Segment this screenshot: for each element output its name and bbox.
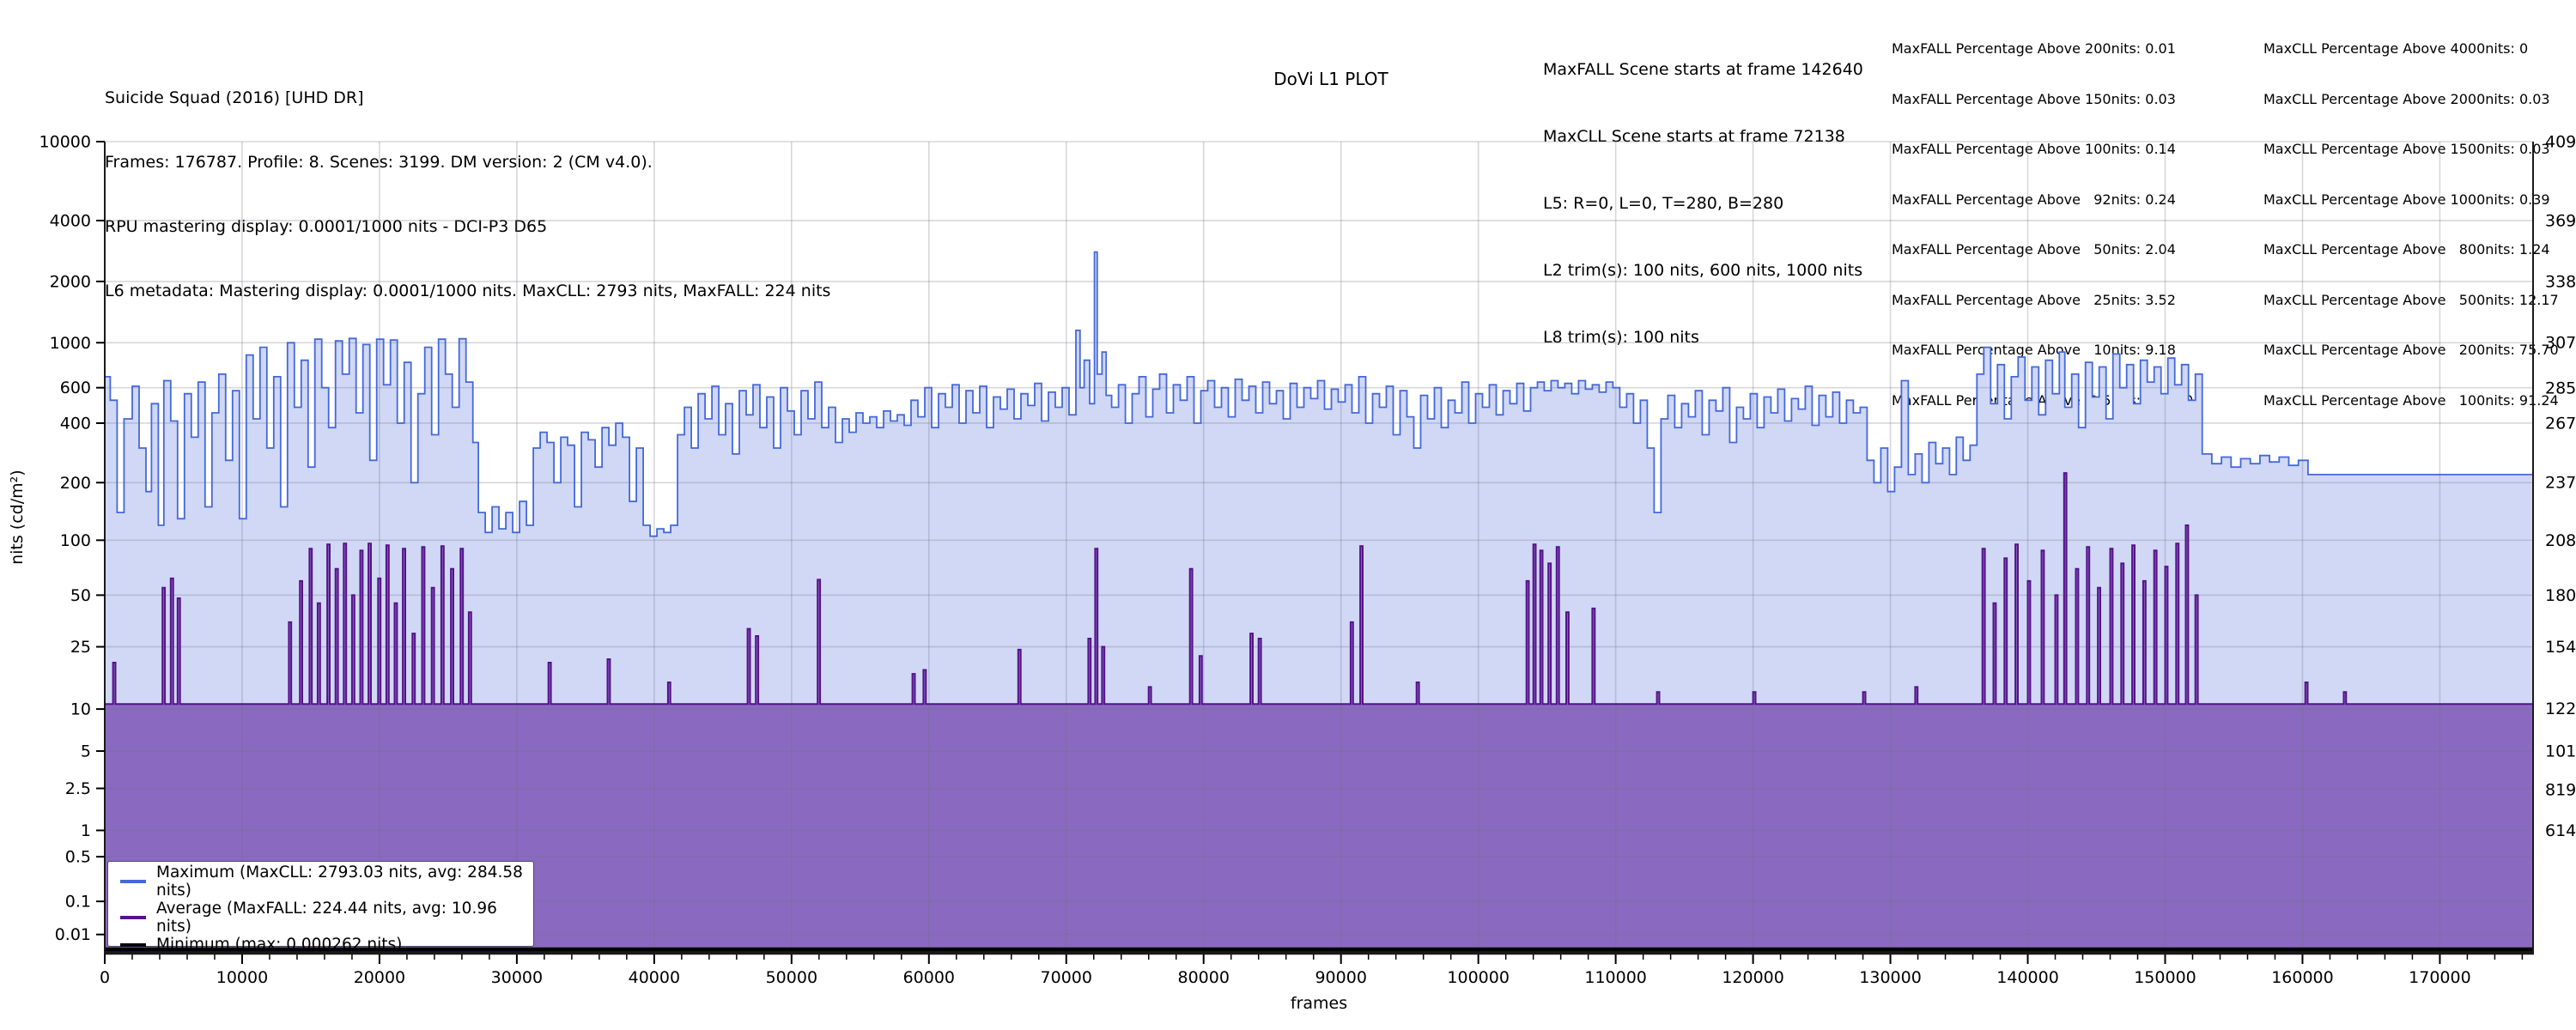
x-tick-label: 60000 bbox=[903, 968, 955, 987]
maxfall-stat-line: MaxFALL Percentage Above 92nits: 0.24 bbox=[1892, 191, 2176, 208]
x-tick-label: 120000 bbox=[1722, 968, 1784, 987]
l8-trims-line: L8 trim(s): 100 nits bbox=[1543, 328, 1699, 347]
y-tick-label-codeword: 3696 bbox=[2545, 211, 2576, 230]
legend-item-maximum: Maximum (MaxCLL: 2793.03 nits, avg: 284.… bbox=[108, 863, 533, 900]
l5-line: L5: R=0, L=0, T=280, B=280 bbox=[1543, 194, 1784, 213]
legend-item-average: Average (MaxFALL: 224.44 nits, avg: 10.9… bbox=[108, 900, 533, 936]
y-tick-label-nits: 10000 bbox=[39, 133, 91, 152]
y-tick-label-nits: 1 bbox=[81, 821, 91, 840]
x-tick-label: 0 bbox=[100, 968, 110, 987]
x-tick-label: 50000 bbox=[766, 968, 817, 987]
x-tick-label: 170000 bbox=[2409, 968, 2471, 987]
y-tick-label-nits: 4000 bbox=[50, 211, 91, 230]
x-tick-label: 160000 bbox=[2271, 968, 2334, 987]
maxcll-scene-line: MaxCLL Scene starts at frame 72138 bbox=[1543, 127, 1845, 146]
scene-info-block: MaxFALL Scene starts at frame 142640 Max… bbox=[1543, 14, 1863, 393]
y-tick-label-codeword: 1803 bbox=[2545, 586, 2576, 605]
header-rpu-line: RPU mastering display: 0.0001/1000 nits … bbox=[105, 217, 548, 236]
x-tick-label: 10000 bbox=[216, 968, 268, 987]
x-tick-label: 20000 bbox=[354, 968, 405, 987]
maxfall-stat-line: MaxFALL Percentage Above 200nits: 0.01 bbox=[1892, 40, 2176, 57]
maxfall-stat-line: MaxFALL Percentage Above 150nits: 0.03 bbox=[1892, 90, 2176, 107]
x-tick-label: 90000 bbox=[1315, 968, 1366, 987]
y-tick-label-codeword: 1015 bbox=[2545, 742, 2576, 761]
maxcll-percentages-block: MaxCLL Percentage Above 4000nits: 0 MaxC… bbox=[2263, 7, 2559, 442]
legend-item-minimum: Minimum (max: 0.000262 nits) bbox=[108, 936, 533, 954]
y-tick-label-nits: 5 bbox=[81, 742, 91, 761]
header-info-block: Suicide Squad (2016) [UHD DR] Frames: 17… bbox=[105, 45, 830, 345]
legend-average-label: Average (MaxFALL: 224.44 nits, avg: 10.9… bbox=[156, 900, 497, 936]
y-tick-label-codeword: 819 bbox=[2545, 781, 2576, 800]
maxfall-stat-line: MaxFALL Percentage Above 25nits: 3.52 bbox=[1892, 291, 2176, 308]
average-line bbox=[105, 472, 2533, 706]
y-tick-label-nits: 0.1 bbox=[65, 893, 91, 912]
y-axis-title: nits (cd/m²) bbox=[8, 470, 27, 565]
x-tick-label: 40000 bbox=[629, 968, 680, 987]
y-tick-label-nits: 0.01 bbox=[55, 925, 91, 944]
y-tick-label-codeword: 3079 bbox=[2545, 334, 2576, 353]
legend-maximum-label: Maximum (MaxCLL: 2793.03 nits, avg: 284.… bbox=[156, 863, 523, 900]
maxfall-stat-line: MaxFALL Percentage Above 10nits: 9.18 bbox=[1892, 342, 2176, 358]
header-frames-line: Frames: 176787. Profile: 8. Scenes: 3199… bbox=[105, 153, 653, 172]
maxcll-stat-line: MaxCLL Percentage Above 1500nits: 0.03 bbox=[2263, 141, 2550, 157]
y-tick-label-nits: 25 bbox=[70, 638, 91, 657]
x-tick-label: 70000 bbox=[1041, 968, 1092, 987]
y-tick-label-nits: 2000 bbox=[50, 272, 91, 291]
plot-title: DoVi L1 PLOT bbox=[1273, 69, 1388, 89]
maxfall-stat-line: MaxFALL Percentage Above 50nits: 2.04 bbox=[1892, 241, 2176, 258]
x-tick-label: 100000 bbox=[1447, 968, 1510, 987]
maxcll-stat-line: MaxCLL Percentage Above 4000nits: 0 bbox=[2263, 40, 2529, 57]
x-tick-label: 130000 bbox=[1859, 968, 1922, 987]
maxcll-stat-line: MaxCLL Percentage Above 1000nits: 0.39 bbox=[2263, 191, 2550, 208]
maxcll-stat-line: MaxCLL Percentage Above 800nits: 1.24 bbox=[2263, 241, 2550, 258]
header-title-line: Suicide Squad (2016) [UHD DR] bbox=[105, 88, 364, 107]
x-tick-label: 80000 bbox=[1178, 968, 1230, 987]
average-line-swatch bbox=[120, 916, 146, 919]
maxcll-stat-line: MaxCLL Percentage Above 200nits: 75.70 bbox=[2263, 342, 2559, 358]
y-tick-label-codeword: 2851 bbox=[2545, 379, 2576, 397]
x-tick-label: 140000 bbox=[1996, 968, 2059, 987]
maxfall-stat-line: MaxFALL Percentage Above 100nits: 0.14 bbox=[1892, 141, 2176, 157]
x-tick-label: 110000 bbox=[1584, 968, 1647, 987]
y-tick-label-codeword: 1229 bbox=[2545, 700, 2576, 718]
x-axis-title: frames bbox=[1291, 994, 1347, 1013]
y-tick-label-nits: 2.5 bbox=[65, 779, 91, 798]
y-tick-label-nits: 400 bbox=[60, 414, 91, 433]
l2-trims-line: L2 trim(s): 100 nits, 600 nits, 1000 nit… bbox=[1543, 261, 1863, 280]
y-tick-label-nits: 50 bbox=[70, 586, 91, 605]
maximum-line bbox=[105, 251, 2533, 537]
y-tick-label-nits: 0.5 bbox=[65, 848, 91, 867]
maxcll-stat-line: MaxCLL Percentage Above 2000nits: 0.03 bbox=[2263, 90, 2550, 107]
header-l6-line: L6 metadata: Mastering display: 0.0001/1… bbox=[105, 282, 831, 300]
x-tick-label: 150000 bbox=[2134, 968, 2196, 987]
y-tick-label-nits: 100 bbox=[60, 531, 91, 550]
y-tick-label-nits: 600 bbox=[60, 379, 91, 397]
y-tick-label-codeword: 614 bbox=[2545, 821, 2576, 840]
y-tick-label-codeword: 4095 bbox=[2545, 133, 2576, 152]
y-tick-label-nits: 10 bbox=[70, 700, 91, 719]
maxfall-scene-line: MaxFALL Scene starts at frame 142640 bbox=[1543, 60, 1863, 79]
maxcll-stat-line: MaxCLL Percentage Above 500nits: 12.17 bbox=[2263, 291, 2559, 308]
y-tick-label-codeword: 1542 bbox=[2545, 638, 2576, 657]
y-tick-label-nits: 1000 bbox=[50, 334, 91, 353]
x-tick-label: 30000 bbox=[491, 968, 543, 987]
y-tick-label-nits: 200 bbox=[60, 474, 91, 493]
legend-minimum-label: Minimum (max: 0.000262 nits) bbox=[156, 936, 403, 954]
average-area-fill bbox=[105, 473, 2533, 952]
maxcll-stat-line: MaxCLL Percentage Above 100nits: 91.24 bbox=[2263, 391, 2559, 409]
minimum-line-swatch bbox=[120, 942, 146, 947]
maximum-line-swatch bbox=[120, 880, 146, 883]
chart-legend: Maximum (MaxCLL: 2793.03 nits, avg: 284.… bbox=[107, 861, 534, 954]
y-tick-label-codeword: 3388 bbox=[2545, 272, 2576, 291]
